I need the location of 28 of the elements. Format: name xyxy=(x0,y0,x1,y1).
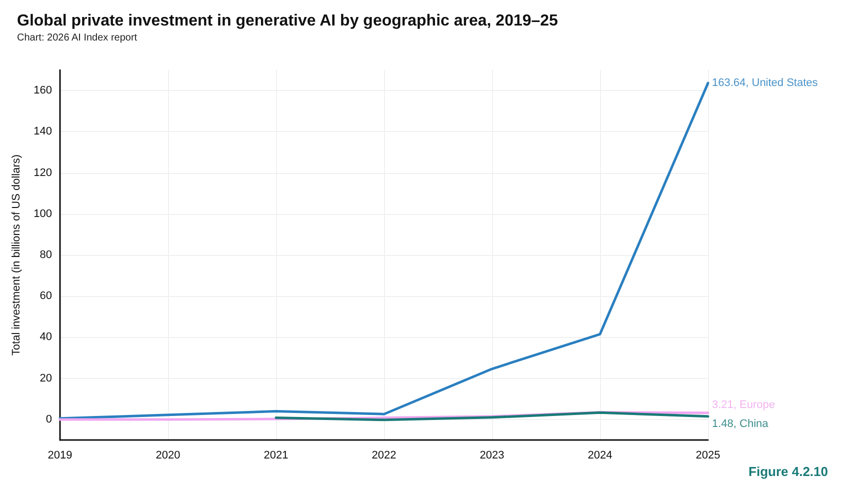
x-tick-label: 2023 xyxy=(480,450,504,462)
x-tick-label: 2019 xyxy=(48,450,72,462)
y-tick-label: 140 xyxy=(34,126,52,138)
x-tick-label: 2020 xyxy=(156,450,180,462)
text: China xyxy=(736,418,770,430)
data-label: 163.64, xyxy=(712,77,749,90)
x-tick-label: 2024 xyxy=(588,450,612,462)
x-tick-label: 2022 xyxy=(372,450,396,462)
y-tick-label: 100 xyxy=(34,208,52,220)
y-tick-label: 60 xyxy=(40,290,52,302)
y-tick-label: 20 xyxy=(40,372,52,384)
line-series xyxy=(274,411,710,422)
y-tick-label: 0 xyxy=(46,413,52,426)
text: United States xyxy=(748,77,818,90)
y-tick-label: 160 xyxy=(34,84,52,97)
chart-title: Global private investment in generative AI by geographic area, 2019–25 xyxy=(17,12,558,30)
data-label: 1.48, xyxy=(712,418,736,430)
y-tick-label: 40 xyxy=(40,331,52,344)
line-series xyxy=(58,82,710,420)
text: Europe xyxy=(736,399,775,412)
y-tick-label: 120 xyxy=(34,166,52,179)
y-tick-label: 80 xyxy=(40,249,52,261)
y-axis-title: Total investment (in billions of US dollars) xyxy=(10,154,22,356)
x-tick-label: 2025 xyxy=(696,450,720,462)
x-tick-label: 2021 xyxy=(264,450,288,462)
caption: Figure 4.2.10 xyxy=(748,464,828,479)
data-label: 3.21, xyxy=(712,399,736,412)
chart-subtitle: Chart: 2026 AI Index report xyxy=(17,32,138,44)
